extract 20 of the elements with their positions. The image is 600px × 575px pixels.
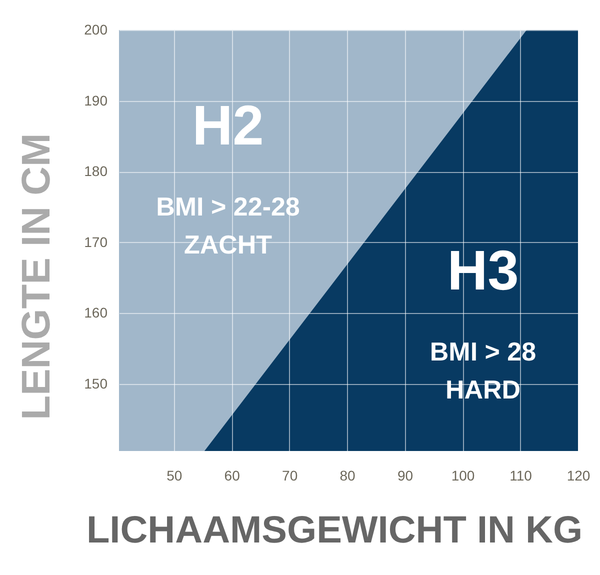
series-label: H3 — [447, 238, 519, 302]
x-tick-label: 120 — [566, 468, 590, 484]
x-tick-label: 60 — [224, 468, 240, 484]
y-tick-label: 170 — [84, 234, 108, 250]
annotation: BMI > 28 HARD — [430, 336, 536, 404]
x-axis-title: LICHAAMSGEWICHT IN KG — [86, 510, 583, 552]
series-label: H2 — [192, 94, 264, 156]
x-tick-label: 110 — [510, 468, 532, 484]
y-tick-label: 190 — [84, 92, 108, 108]
y-tick-label: 200 — [84, 22, 108, 38]
x-tick-label: 100 — [451, 468, 475, 484]
y-tick-label: 150 — [84, 375, 108, 392]
y-axis-title: LENGTE IN CM — [14, 133, 58, 420]
x-tick-label: 90 — [398, 468, 414, 484]
x-tick-label: 70 — [282, 468, 298, 484]
y-tick-label: 180 — [84, 163, 108, 180]
y-tick-label: 160 — [84, 304, 108, 321]
annotation: BMI > 22-28 ZACHT — [156, 192, 300, 260]
x-tick-label: 80 — [340, 468, 356, 484]
x-tick-label: 50 — [166, 468, 182, 484]
